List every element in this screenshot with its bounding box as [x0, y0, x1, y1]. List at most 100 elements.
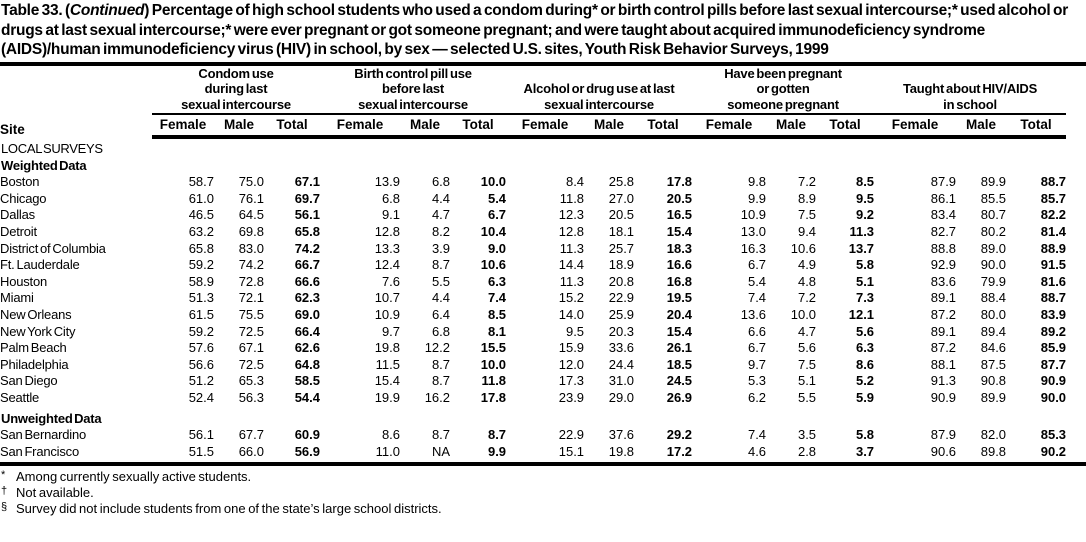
- column-group-header-3: Have been pregnant or gotten someone pregn…: [692, 64, 875, 115]
- value-cell: 20.5: [666, 190, 693, 206]
- value-cell: 82.0: [980, 427, 1007, 443]
- value-cell: 83.6: [930, 273, 957, 289]
- subheader-female: Female: [506, 115, 585, 139]
- value-cell: 8.9: [797, 190, 817, 206]
- footnote-text: Not available.: [16, 485, 94, 501]
- value-cell: 7.2: [797, 290, 817, 306]
- value-cell: 5.9: [855, 389, 875, 405]
- value-cell: 5.1: [855, 273, 875, 289]
- footnotes: * Among currently sexually active student…: [0, 466, 1086, 516]
- value-cell: 26.9: [666, 389, 693, 405]
- value-cell: 8.5: [855, 174, 875, 190]
- table-row: District of Columbia 65.8 83.0 74.2 13.3 3.9 9…: [0, 241, 1086, 258]
- value-cell: 6.3: [855, 340, 875, 356]
- site-cell: San Francisco: [0, 443, 152, 467]
- value-cell: 90.0: [980, 257, 1007, 273]
- value-cell: 6.4: [431, 306, 451, 322]
- table-row: Ft. Lauderdale 59.2 74.2 66.7 12.4 8.7 10.6 14.…: [0, 257, 1086, 274]
- value-cell: 11.0: [320, 443, 401, 467]
- subheader-total: Total: [264, 115, 321, 139]
- table-row: Detroit 63.2 69.8 65.8 12.8 8.2 10.4 12.8 18.1 15…: [0, 224, 1086, 241]
- value-cell: 61.0: [188, 190, 214, 206]
- value-cell: 72.5: [238, 323, 264, 339]
- site-cell: Dallas: [0, 207, 35, 223]
- value-cell: 9.5: [855, 190, 875, 206]
- value-cell: 80.2: [980, 223, 1007, 239]
- value-cell: 9.0: [487, 240, 507, 256]
- value-cell: 8.6: [381, 427, 401, 443]
- value-cell: 87.2: [930, 340, 957, 356]
- value-cell: 9.9: [450, 443, 507, 467]
- value-cell: 81.6: [1040, 273, 1067, 289]
- value-cell: 67.1: [294, 174, 321, 190]
- value-cell: 9.7: [381, 323, 401, 339]
- value-cell: 7.6: [381, 273, 401, 289]
- mmwr-table-page: Table 33. (Continued) Percentage of high…: [0, 0, 1086, 516]
- value-cell: 8.1: [487, 323, 507, 339]
- value-cell: 15.2: [558, 290, 585, 306]
- value-cell: 25.7: [608, 240, 635, 256]
- value-cell: 25.8: [608, 174, 635, 190]
- table-title-continued: Continued: [69, 2, 145, 19]
- value-cell: 56.6: [188, 356, 214, 372]
- value-cell: 87.9: [930, 174, 957, 190]
- value-cell: 5.6: [797, 340, 817, 356]
- table-title: Table 33. (Continued) Percentage of high…: [0, 0, 1086, 62]
- subheader-total: Total: [450, 115, 507, 139]
- value-cell: 8.7: [431, 257, 451, 273]
- value-cell: 8.7: [431, 373, 451, 389]
- spacer: [1066, 373, 1086, 390]
- value-cell: 80.0: [980, 306, 1007, 322]
- table-row: Palm Beach 57.6 67.1 62.6 19.8 12.2 15.5 15.9 33…: [0, 340, 1086, 357]
- value-cell: 4.8: [797, 273, 817, 289]
- site-cell: Seattle: [0, 389, 40, 405]
- value-cell: 9.9: [747, 190, 767, 206]
- value-cell: 12.2: [424, 340, 451, 356]
- value-cell: 22.9: [608, 290, 635, 306]
- value-cell: 87.5: [980, 356, 1007, 372]
- table-row: Seattle 52.4 56.3 54.4 19.9 16.2 17.8 23.9 29.0 2…: [0, 390, 1086, 407]
- value-cell: 89.9: [980, 174, 1007, 190]
- value-cell: 85.9: [1040, 340, 1067, 356]
- value-cell: 11.3: [559, 273, 585, 289]
- value-cell: 13.9: [374, 174, 401, 190]
- value-cell: 19.9: [374, 389, 401, 405]
- value-cell: 15.4: [374, 373, 401, 389]
- footnote-section: § Survey did not include students from on…: [1, 501, 1086, 517]
- value-cell: 88.7: [1040, 174, 1067, 190]
- table-body: LOCAL SURVEYS Weighted Data Boston 58.7 75.0…: [0, 137, 1086, 467]
- value-cell: 59.2: [188, 323, 214, 339]
- value-cell: 8.7: [431, 356, 451, 372]
- value-cell: 12.1: [848, 306, 875, 322]
- value-cell: 7.5: [797, 356, 817, 372]
- site-cell: Chicago: [0, 190, 47, 206]
- value-cell: 4.7: [431, 207, 451, 223]
- value-cell: 89.2: [1040, 323, 1067, 339]
- value-cell: 23.9: [558, 389, 585, 405]
- site-cell: Ft. Lauderdale: [0, 257, 80, 273]
- table-row: Houston 58.9 72.8 66.6 7.6 5.5 6.3 11.3 20.8 16.8…: [0, 274, 1086, 291]
- value-cell: 51.5: [152, 443, 214, 467]
- site-column-header: Site: [0, 122, 25, 137]
- value-cell: 7.4: [747, 290, 767, 306]
- section-label: Weighted Data: [1, 157, 87, 173]
- table-row: New York City 59.2 72.5 66.4 9.7 6.8 8.1 9.5 20.…: [0, 324, 1086, 341]
- site-cell: District of Columbia: [0, 240, 106, 256]
- value-cell: 11.8: [559, 190, 585, 206]
- site-cell: New Orleans: [0, 306, 72, 322]
- value-cell: 20.4: [666, 306, 693, 322]
- value-cell: 10.0: [790, 306, 817, 322]
- value-cell: 13.3: [374, 240, 401, 256]
- value-cell: 65.8: [294, 223, 321, 239]
- value-cell: 6.8: [431, 174, 451, 190]
- table-header: Site Condom use during last sexual intercou…: [0, 64, 1086, 139]
- value-cell: 7.3: [855, 290, 875, 306]
- table-row: Boston 58.7 75.0 67.1 13.9 6.8 10.0 8.4 25.8 17.8…: [0, 174, 1086, 191]
- value-cell: 85.3: [1040, 427, 1067, 443]
- table-row: Miami 51.3 72.1 62.3 10.7 4.4 7.4 15.2 22.9 19.5 7…: [0, 290, 1086, 307]
- subheader-male: Male: [766, 115, 817, 139]
- spacer: [1066, 290, 1086, 307]
- value-cell: 3.9: [431, 240, 451, 256]
- value-cell: 19.8: [584, 443, 635, 467]
- value-cell: 6.8: [431, 323, 451, 339]
